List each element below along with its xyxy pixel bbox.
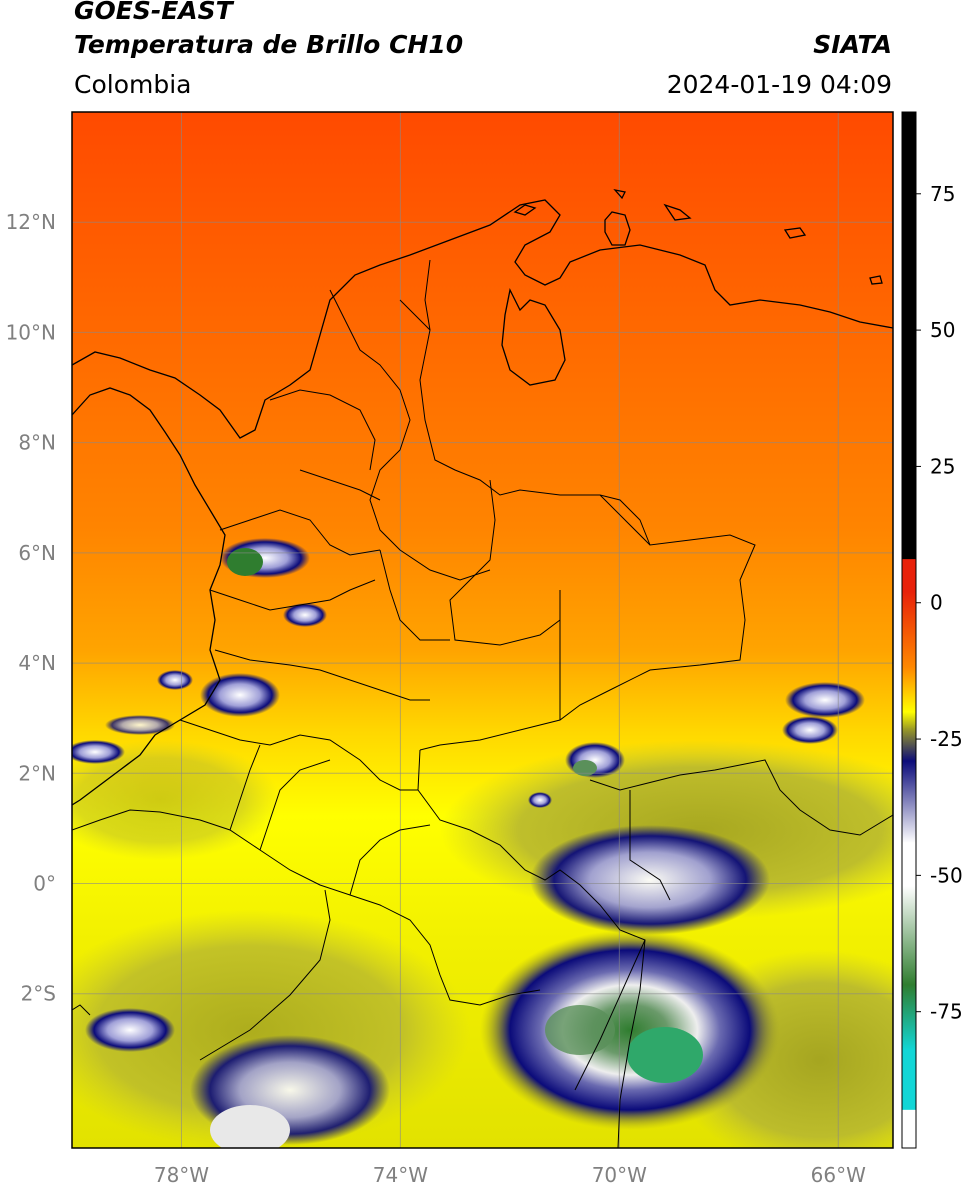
lon-tick-label: 74°W	[373, 1163, 428, 1187]
colorbar-band	[902, 591, 916, 669]
colorbar	[901, 111, 917, 1149]
colorbar-band	[902, 112, 916, 560]
title-line-1: GOES-EAST	[74, 0, 233, 25]
colorbar-tick-label: 25	[930, 454, 955, 478]
colorbar-tick-label: 75	[930, 182, 955, 206]
lat-tick-label: 8°N	[18, 431, 56, 455]
colorbar-band	[902, 760, 916, 844]
colorbar-tick-label: -50	[930, 863, 963, 887]
lat-tick-label: 2°N	[18, 761, 56, 785]
plot-frame	[71, 111, 894, 1149]
colorbar-tick-label: 0	[930, 591, 943, 615]
latitude-tick-labels: 12°N 10°N 8°N 6°N 4°N 2°N 0° 2°S	[6, 210, 56, 1005]
colorbar-tick-label: 50	[930, 318, 955, 342]
lat-tick-label: 0°	[33, 871, 56, 895]
imagery-layer	[72, 112, 893, 1148]
lon-tick-label: 70°W	[592, 1163, 647, 1187]
lon-tick-label: 66°W	[811, 1163, 866, 1187]
lat-tick-label: 6°N	[18, 541, 56, 565]
lat-tick-label: 10°N	[6, 320, 56, 344]
longitude-tick-labels: 78°W 74°W 70°W 66°W	[154, 1163, 866, 1187]
colorbar-band	[902, 1109, 916, 1149]
colorbar-band	[902, 842, 916, 887]
region-label: Colombia	[74, 70, 192, 99]
colorbar-band	[902, 711, 916, 729]
colorbar-band	[902, 728, 916, 762]
datetime-label: 2024-01-19 04:09	[666, 70, 892, 99]
agency-label: SIATA	[813, 30, 892, 59]
lat-tick-label: 4°N	[18, 651, 56, 675]
colorbar-tick-label: -25	[930, 727, 963, 751]
colorbar-band	[902, 1049, 916, 1111]
title-line-2: Temperatura de Brillo CH10	[74, 30, 464, 59]
lon-tick-label: 78°W	[154, 1163, 209, 1187]
gridlines	[72, 112, 893, 1148]
colorbar-tick-labels: 75 50 25 0 -25 -50 -75	[916, 182, 963, 1024]
boundaries	[72, 259, 893, 1148]
colorbar-tick-label: -75	[930, 1000, 963, 1024]
colorbar-band	[902, 984, 916, 1051]
colorbar-band	[902, 668, 916, 713]
lat-tick-label: 2°S	[21, 982, 56, 1006]
colorbar-band	[902, 886, 916, 985]
lat-tick-label: 12°N	[6, 210, 56, 234]
colorbar-frame	[901, 111, 917, 1149]
colorbar-band	[902, 559, 916, 593]
